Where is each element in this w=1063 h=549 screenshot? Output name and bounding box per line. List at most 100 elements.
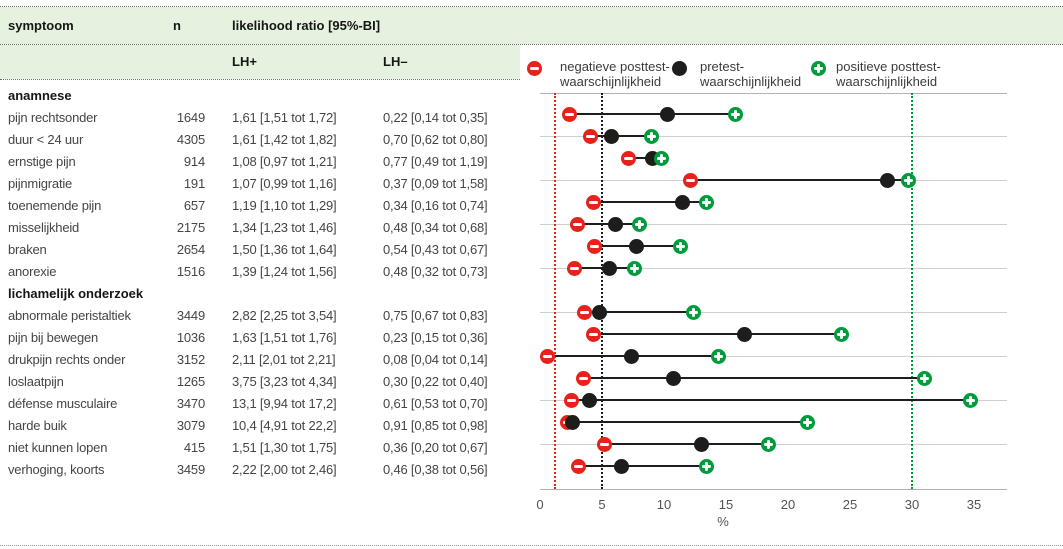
lh-plus-cell: 1,34 [1,23 tot 1,46] <box>232 220 337 235</box>
n-cell: 3152 <box>176 352 205 367</box>
lh-plus-cell: 10,4 [4,91 tot 22,2] <box>232 418 337 433</box>
plot-gridline <box>540 136 1007 137</box>
positive-posttest-marker <box>728 106 744 122</box>
n-cell: 3459 <box>176 462 205 477</box>
symptom-cell: toenemende pijn <box>8 198 102 213</box>
legend-label: positieve posttest-waarschijnlijkheid <box>836 59 941 89</box>
symptom-cell: pijn bij bewegen <box>8 330 99 345</box>
negative-posttest-marker <box>585 194 601 210</box>
reference-line <box>553 93 556 489</box>
symptom-cell: braken <box>8 242 47 257</box>
lh-plus-cell: 1,39 [1,24 tot 1,56] <box>232 264 337 279</box>
plot-bottom-axis <box>540 489 1007 490</box>
plot-gridline <box>540 224 1007 225</box>
rule-under-header2 <box>0 79 520 80</box>
negative-posttest-legend-icon <box>527 61 542 76</box>
lollipop-connector <box>593 201 707 203</box>
pretest-marker <box>666 370 682 386</box>
lh-minus-cell: 0,36 [0,20 tot 0,67] <box>383 440 488 455</box>
lh-plus-cell: 3,75 [3,23 tot 4,34] <box>232 374 337 389</box>
lh-plus-cell: 2,11 [2,01 tot 2,21] <box>232 352 336 367</box>
symptom-cell: verhoging, koorts <box>8 462 105 477</box>
x-tick-label: 25 <box>842 497 858 512</box>
section-label: lichamelijk onderzoek <box>8 286 144 301</box>
x-tick-label: 35 <box>966 497 982 512</box>
positive-posttest-marker <box>711 348 727 364</box>
lollipop-connector <box>690 179 909 181</box>
symptom-cell: pijnmigratie <box>8 176 73 191</box>
lh-plus-cell: 1,51 [1,30 tot 1,75] <box>232 440 337 455</box>
symptom-cell: défense musculaire <box>8 396 118 411</box>
lollipop-connector <box>571 399 971 401</box>
n-cell: 1036 <box>176 330 205 345</box>
n-cell: 415 <box>183 440 205 455</box>
negative-posttest-marker <box>682 172 698 188</box>
negative-posttest-marker <box>567 260 583 276</box>
positive-posttest-marker <box>698 194 714 210</box>
header-band-1 <box>0 7 1063 44</box>
symptom-cell: anorexie <box>8 264 57 279</box>
negative-posttest-marker <box>583 128 599 144</box>
lollipop-connector <box>593 333 842 335</box>
lh-minus-cell: 0,34 [0,16 tot 0,74] <box>383 198 488 213</box>
n-cell: 191 <box>183 176 205 191</box>
plot-gridline <box>540 268 1007 269</box>
positive-posttest-marker <box>626 260 642 276</box>
lh-plus-cell: 1,61 [1,51 tot 1,72] <box>232 110 337 125</box>
negative-posttest-marker <box>620 150 636 166</box>
symptom-cell: harde buik <box>8 418 67 433</box>
negative-posttest-marker <box>539 348 555 364</box>
symptom-cell: misselijkheid <box>8 220 80 235</box>
lollipop-connector <box>584 311 694 313</box>
pretest-marker <box>592 304 608 320</box>
col-header-lh-plus: LH+ <box>232 54 257 69</box>
lh-minus-cell: 0,91 [0,85 tot 0,98] <box>383 418 488 433</box>
n-cell: 914 <box>183 154 205 169</box>
lh-minus-cell: 0,08 [0,04 tot 0,14] <box>383 352 488 367</box>
lh-minus-cell: 0,22 [0,14 tot 0,35] <box>383 110 488 125</box>
pretest-marker <box>604 128 620 144</box>
plot-gridline <box>540 312 1007 313</box>
lh-minus-cell: 0,37 [0,09 tot 1,58] <box>383 176 488 191</box>
symptom-cell: ernstige pijn <box>8 154 76 169</box>
negative-posttest-marker <box>596 436 612 452</box>
n-cell: 3449 <box>176 308 205 323</box>
plot-gridline <box>540 400 1007 401</box>
symptom-cell: niet kunnen lopen <box>8 440 108 455</box>
pretest-marker <box>879 172 895 188</box>
x-tick-label: 30 <box>904 497 920 512</box>
col-header-symptom: symptoom <box>8 18 74 33</box>
col-header-lh-minus: LH– <box>383 54 408 69</box>
lh-minus-cell: 0,23 [0,15 tot 0,36] <box>383 330 488 345</box>
reference-line <box>911 93 913 489</box>
pretest-marker <box>624 348 640 364</box>
n-cell: 1649 <box>176 110 205 125</box>
negative-posttest-marker <box>585 326 601 342</box>
pretest-marker <box>675 194 691 210</box>
lollipop-connector <box>567 421 808 423</box>
positive-posttest-marker <box>698 458 714 474</box>
lh-minus-cell: 0,75 [0,67 tot 0,83] <box>383 308 488 323</box>
lh-minus-cell: 0,77 [0,49 tot 1,19] <box>383 154 488 169</box>
positive-posttest-marker <box>672 238 688 254</box>
n-cell: 4305 <box>176 132 205 147</box>
lh-minus-cell: 0,54 [0,43 tot 0,67] <box>383 242 488 257</box>
x-tick-label: 5 <box>598 497 606 512</box>
positive-posttest-marker <box>900 172 916 188</box>
positive-posttest-marker <box>833 326 849 342</box>
lollipop-connector <box>590 135 652 137</box>
lh-plus-cell: 13,1 [9,94 tot 17,2] <box>232 396 337 411</box>
n-cell: 657 <box>183 198 205 213</box>
positive-posttest-marker <box>631 216 647 232</box>
rule-under-header1 <box>0 44 1063 45</box>
lh-plus-cell: 1,07 [0,99 tot 1,16] <box>232 176 337 191</box>
lh-plus-cell: 1,61 [1,42 tot 1,82] <box>232 132 337 147</box>
plot-gridline <box>540 356 1007 357</box>
plot-gridline <box>540 180 1007 181</box>
legend-label: pretest-waarschijnlijkheid <box>700 59 802 89</box>
x-tick-label: 0 <box>536 497 544 512</box>
lh-minus-cell: 0,70 [0,62 tot 0,80] <box>383 132 488 147</box>
lh-plus-cell: 1,50 [1,36 tot 1,64] <box>232 242 337 257</box>
n-cell: 2654 <box>176 242 205 257</box>
